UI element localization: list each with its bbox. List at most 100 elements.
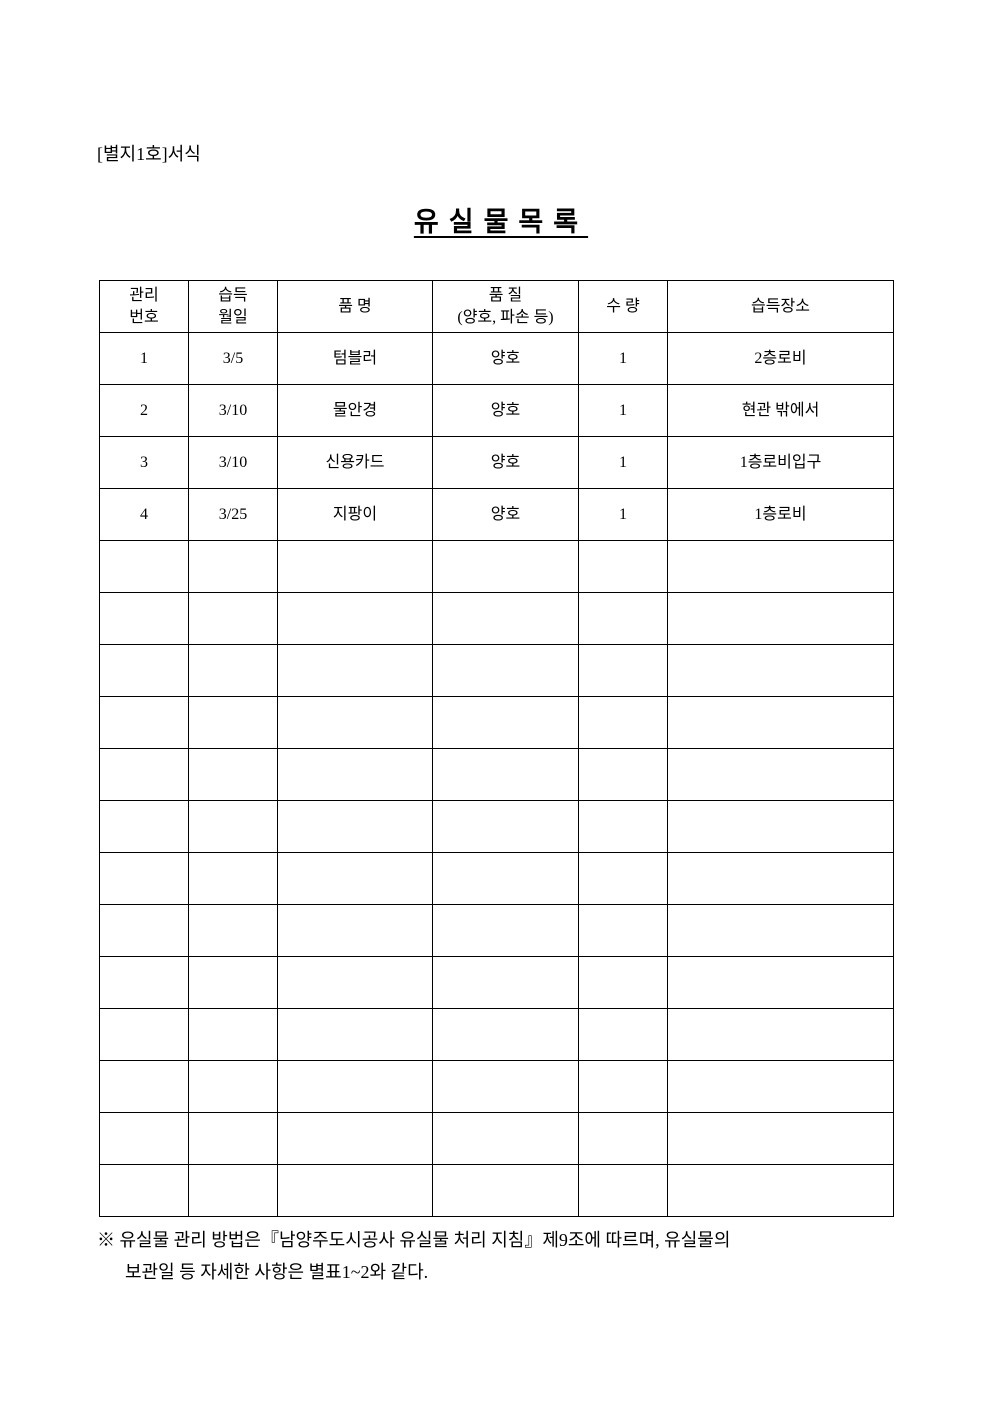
empty-cell <box>99 1164 189 1217</box>
empty-cell <box>578 1164 668 1217</box>
empty-cell <box>432 644 579 697</box>
empty-cell <box>277 852 433 905</box>
table-row: 1 3/5 텀블러 양호 1 2층로비 <box>99 332 894 385</box>
empty-cell <box>99 852 189 905</box>
empty-cell <box>578 956 668 1009</box>
empty-cell <box>188 748 278 801</box>
empty-cell <box>578 1008 668 1061</box>
empty-cell <box>188 904 278 957</box>
empty-cell <box>188 1008 278 1061</box>
empty-cell <box>667 852 894 905</box>
table-cell: 1층로비입구 <box>667 436 894 489</box>
empty-cell <box>432 904 579 957</box>
empty-cell <box>277 904 433 957</box>
empty-cell <box>432 592 579 645</box>
empty-cell <box>432 1112 579 1165</box>
empty-cell <box>432 956 579 1009</box>
column-header: 품 질 (양호, 파손 등) <box>432 280 579 333</box>
empty-cell <box>188 1164 278 1217</box>
table-cell: 3/25 <box>188 488 278 541</box>
empty-cell <box>277 800 433 853</box>
empty-cell <box>667 1112 894 1165</box>
empty-cell <box>432 1164 579 1217</box>
footnote-line-1: ※ 유실물 관리 방법은『남양주도시공사 유실물 처리 지침』제9조에 따르며,… <box>97 1230 731 1250</box>
empty-table-row <box>99 696 894 749</box>
empty-table-row <box>99 1164 894 1217</box>
empty-table-row <box>99 1060 894 1113</box>
empty-table-row <box>99 644 894 697</box>
column-header: 수 량 <box>578 280 668 333</box>
empty-cell <box>578 852 668 905</box>
empty-table-row <box>99 748 894 801</box>
table-cell: 양호 <box>432 436 579 489</box>
form-number-label: [별지1호]서식 <box>97 144 201 164</box>
empty-cell <box>99 904 189 957</box>
empty-table-row <box>99 904 894 957</box>
column-header-text: 습득 <box>218 286 248 304</box>
empty-cell <box>432 1060 579 1113</box>
empty-table-row <box>99 956 894 1009</box>
empty-cell <box>277 1060 433 1113</box>
empty-cell <box>432 800 579 853</box>
empty-cell <box>578 904 668 957</box>
empty-cell <box>667 1060 894 1113</box>
empty-table-row <box>99 592 894 645</box>
empty-table-row <box>99 540 894 593</box>
empty-cell <box>578 1112 668 1165</box>
table-cell: 2층로비 <box>667 332 894 385</box>
table-cell: 1층로비 <box>667 488 894 541</box>
empty-cell <box>277 1164 433 1217</box>
empty-table-row <box>99 1112 894 1165</box>
empty-cell <box>188 644 278 697</box>
empty-cell <box>277 644 433 697</box>
empty-cell <box>667 800 894 853</box>
footnote: ※ 유실물 관리 방법은『남양주도시공사 유실물 처리 지침』제9조에 따르며,… <box>97 1224 897 1288</box>
table-cell: 3/10 <box>188 384 278 437</box>
empty-cell <box>188 1060 278 1113</box>
empty-cell <box>578 800 668 853</box>
table-cell: 1 <box>578 436 668 489</box>
footnote-line-2: 보관일 등 자세한 사항은 별표1~2와 같다. <box>125 1262 429 1282</box>
empty-cell <box>667 956 894 1009</box>
empty-cell <box>432 852 579 905</box>
empty-cell <box>578 748 668 801</box>
empty-cell <box>277 1112 433 1165</box>
empty-cell <box>188 592 278 645</box>
empty-cell <box>578 592 668 645</box>
table-cell: 1 <box>99 332 189 385</box>
empty-cell <box>667 904 894 957</box>
empty-cell <box>432 540 579 593</box>
column-header-text: 관리 <box>129 286 159 304</box>
empty-cell <box>99 1060 189 1113</box>
empty-cell <box>277 592 433 645</box>
table-cell: 양호 <box>432 332 579 385</box>
empty-table-row <box>99 852 894 905</box>
empty-cell <box>667 696 894 749</box>
table-cell: 양호 <box>432 488 579 541</box>
empty-cell <box>99 592 189 645</box>
table-row: 3 3/10 신용카드 양호 1 1층로비입구 <box>99 436 894 489</box>
empty-cell <box>277 1008 433 1061</box>
table-cell: 1 <box>578 332 668 385</box>
table-cell: 3/5 <box>188 332 278 385</box>
empty-cell <box>667 592 894 645</box>
column-header-text: 습득장소 <box>751 297 810 315</box>
empty-cell <box>667 748 894 801</box>
column-header-text: 번호 <box>129 308 159 326</box>
empty-cell <box>578 540 668 593</box>
table-cell: 3/10 <box>188 436 278 489</box>
empty-cell <box>99 748 189 801</box>
empty-cell <box>188 1112 278 1165</box>
document-title: 유실물목록 <box>413 207 589 237</box>
empty-cell <box>99 956 189 1009</box>
empty-cell <box>99 696 189 749</box>
empty-table-row <box>99 1008 894 1061</box>
empty-cell <box>188 540 278 593</box>
column-header-text: 월일 <box>218 308 248 326</box>
table-cell: 2 <box>99 384 189 437</box>
empty-cell <box>578 1060 668 1113</box>
